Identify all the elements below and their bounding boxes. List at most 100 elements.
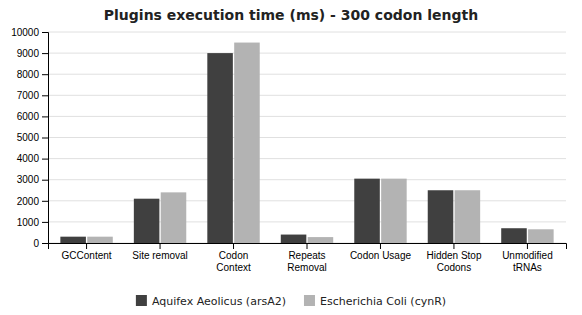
y-tick-mark xyxy=(42,243,48,244)
y-axis: 0 1000 2000 3000 4000 5000 6000 7000 8000 9000 100… xyxy=(11,27,48,249)
x-tick-label-line: Removal xyxy=(287,262,326,273)
x-tick-label-line: Context xyxy=(216,262,251,273)
y-tick-label: 0 xyxy=(33,238,39,249)
x-tick-label-line: Codons xyxy=(437,262,471,273)
y-tick: 0 xyxy=(33,238,48,249)
x-tick-mark xyxy=(527,243,528,249)
y-tick-label: 3000 xyxy=(17,174,40,185)
y-tick-mark xyxy=(42,222,48,223)
y-axis-line xyxy=(42,33,49,244)
bar-series xyxy=(60,53,526,243)
chart-title: Plugins execution time (ms) - 300 codon … xyxy=(104,7,478,23)
y-tick-mark xyxy=(42,180,48,181)
legend-item: Aquifex Aeolicus (arsA2) xyxy=(136,295,286,308)
y-tick-mark xyxy=(42,32,48,33)
y-tick-mark xyxy=(42,74,48,75)
x-tick-label: CodonContext xyxy=(216,250,251,273)
grid-line xyxy=(48,32,566,33)
x-tick: UnmodifiedtRNAs xyxy=(502,243,553,273)
y-tick-label: 6000 xyxy=(17,111,40,122)
x-tick-label: GCContent xyxy=(62,250,112,261)
x-tick-label: Codon Usage xyxy=(350,250,412,261)
grid-line xyxy=(48,158,566,159)
legend-swatch xyxy=(136,295,147,306)
chart-svg: 0 1000 2000 3000 4000 5000 6000 7000 8000 9000 100… xyxy=(0,0,582,315)
x-tick-label-line: Unmodified xyxy=(502,250,553,261)
y-tick-mark xyxy=(42,201,48,202)
x-tick-label: Site removal xyxy=(132,250,188,261)
y-tick-label: 10000 xyxy=(11,27,39,38)
y-tick-mark xyxy=(42,138,48,139)
legend-swatch xyxy=(304,295,315,306)
bar xyxy=(281,235,307,243)
y-tick: 8000 xyxy=(17,69,48,80)
bar xyxy=(87,237,113,243)
x-tick: Codon Usage xyxy=(350,243,412,261)
x-tick: Site removal xyxy=(132,243,188,261)
x-axis-line xyxy=(49,244,567,250)
x-tick-label-line: Repeats xyxy=(288,250,325,261)
y-tick: 9000 xyxy=(17,48,48,59)
x-tick-label-line: tRNAs xyxy=(513,262,542,273)
y-tick-label: 7000 xyxy=(17,90,40,101)
x-tick-mark xyxy=(160,243,161,249)
x-tick-label: Hidden StopCodons xyxy=(426,250,481,273)
bar xyxy=(134,199,160,243)
x-tick-mark xyxy=(233,243,234,249)
y-tick-label: 5000 xyxy=(17,132,40,143)
y-tick: 3000 xyxy=(17,174,48,185)
x-tick-label-line: Site removal xyxy=(132,250,188,261)
x-tick-label-line: Codon Usage xyxy=(350,250,412,261)
grid-line xyxy=(48,53,566,54)
x-tick-label-line: Codon xyxy=(219,250,248,261)
x-tick-label: RepeatsRemoval xyxy=(287,250,326,273)
y-tick-label: 1000 xyxy=(17,217,40,228)
grid-line xyxy=(48,200,566,201)
plot-area: 0 1000 2000 3000 4000 5000 6000 7000 8000 9000 100… xyxy=(11,27,566,273)
y-tick-mark xyxy=(42,116,48,117)
y-tick: 2000 xyxy=(17,196,48,207)
x-tick: Hidden StopCodons xyxy=(426,243,481,273)
y-tick-label: 2000 xyxy=(17,196,40,207)
grid-line xyxy=(48,74,566,75)
y-tick: 4000 xyxy=(17,153,48,164)
x-tick-mark xyxy=(380,243,381,249)
grid-line xyxy=(48,95,566,96)
bar xyxy=(354,179,380,243)
x-tick-mark xyxy=(453,243,454,249)
bar xyxy=(381,179,407,243)
legend-label: Escherichia Coli (cynR) xyxy=(320,295,446,308)
bar-series xyxy=(87,43,553,243)
grid-line xyxy=(48,137,566,138)
y-tick: 1000 xyxy=(17,217,48,228)
bar xyxy=(60,237,86,243)
y-tick-mark xyxy=(42,95,48,96)
x-tick: GCContent xyxy=(62,243,112,261)
bar xyxy=(207,53,233,243)
bar xyxy=(528,229,554,243)
x-tick-label-line: Hidden Stop xyxy=(426,250,481,261)
bar xyxy=(308,237,334,243)
grid xyxy=(48,32,566,243)
x-axis: GCContent Site removal CodonContext Repeats… xyxy=(49,243,567,273)
bar xyxy=(428,190,454,243)
legend-label: Aquifex Aeolicus (arsA2) xyxy=(152,295,286,308)
y-tick-label: 4000 xyxy=(17,153,40,164)
x-tick-label: UnmodifiedtRNAs xyxy=(502,250,553,273)
y-tick: 10000 xyxy=(11,27,48,38)
x-tick: RepeatsRemoval xyxy=(287,243,326,273)
grid-line xyxy=(48,221,566,222)
y-tick-label: 8000 xyxy=(17,69,40,80)
y-tick-label: 9000 xyxy=(17,48,40,59)
y-tick: 5000 xyxy=(17,132,48,143)
bars xyxy=(60,43,553,243)
x-tick: CodonContext xyxy=(216,243,251,273)
grid-line xyxy=(48,179,566,180)
legend: Aquifex Aeolicus (arsA2) Escherichia Coli… xyxy=(136,295,446,308)
x-tick-label-line: GCContent xyxy=(62,250,112,261)
bar xyxy=(161,192,187,243)
y-tick-mark xyxy=(42,159,48,160)
y-tick: 7000 xyxy=(17,90,48,101)
legend-item: Escherichia Coli (cynR) xyxy=(304,295,446,308)
bar xyxy=(501,228,527,243)
